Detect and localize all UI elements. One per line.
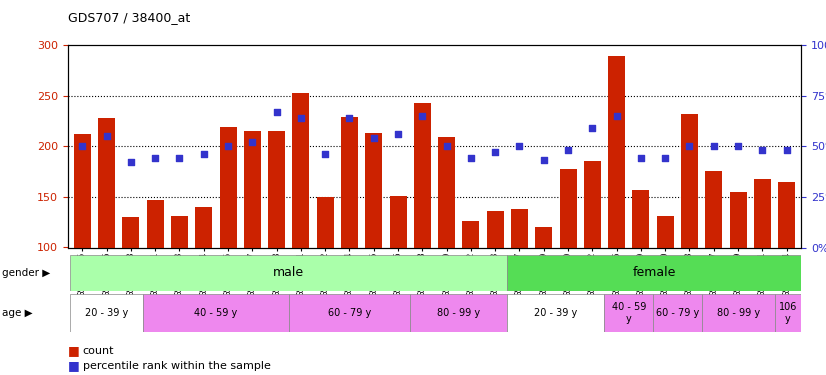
Point [319,152,332,157]
Bar [633,190,649,349]
Text: count: count [83,346,114,355]
Point [245,139,259,145]
Text: 106
y: 106 y [779,302,797,324]
Bar [778,182,795,349]
Text: GDS707 / 38400_at: GDS707 / 38400_at [68,11,190,24]
Point [464,155,477,161]
Text: 40 - 59 y: 40 - 59 y [194,308,238,318]
Point [124,159,137,165]
Bar [143,294,289,332]
Point [100,133,113,139]
Text: 80 - 99 y: 80 - 99 y [437,308,481,318]
Bar [220,127,236,349]
Bar [171,216,188,349]
Bar [70,255,507,291]
Bar [390,196,406,349]
Bar [559,168,577,349]
Bar [244,131,261,349]
Text: 40 - 59
y: 40 - 59 y [611,302,646,324]
Text: 60 - 79 y: 60 - 79 y [656,308,699,318]
Bar [292,93,310,349]
Text: 60 - 79 y: 60 - 79 y [328,308,371,318]
Point [197,152,211,157]
Point [610,113,624,119]
Bar [507,255,801,291]
Bar [754,178,771,349]
Bar [341,117,358,349]
Point [489,149,502,155]
Bar [507,294,605,332]
Bar [535,227,553,349]
Bar [705,171,722,349]
Bar [463,221,479,349]
Bar [729,192,747,349]
Bar [653,294,701,332]
Point [270,109,283,115]
Point [562,147,575,153]
Bar [657,216,674,349]
Bar [681,114,698,349]
Point [513,143,526,149]
Bar [411,294,507,332]
Text: female: female [633,266,676,279]
Point [586,125,599,131]
Point [367,135,380,141]
Point [440,143,453,149]
Point [683,143,696,149]
Text: 20 - 39 y: 20 - 39 y [534,308,577,318]
Point [415,113,429,119]
Text: ■: ■ [68,344,79,357]
Point [294,115,307,121]
Bar [195,207,212,349]
Point [707,143,720,149]
Bar [74,134,91,349]
Bar [584,161,601,349]
Point [221,143,235,149]
Bar [316,197,334,349]
Point [658,155,672,161]
Bar [701,294,775,332]
Bar [775,294,801,332]
Bar [414,103,431,349]
Bar [511,209,528,349]
Text: age ▶: age ▶ [2,308,32,318]
Bar [365,133,382,349]
Point [634,155,648,161]
Text: male: male [273,266,304,279]
Point [149,155,162,161]
Text: percentile rank within the sample: percentile rank within the sample [83,361,270,370]
Point [76,143,89,149]
Text: 20 - 39 y: 20 - 39 y [85,308,128,318]
Point [780,147,793,153]
Point [173,155,186,161]
Bar [122,217,140,349]
Text: gender ▶: gender ▶ [2,268,50,278]
Bar [605,294,653,332]
Bar [289,294,411,332]
Text: ■: ■ [68,359,79,372]
Text: 80 - 99 y: 80 - 99 y [716,308,760,318]
Bar [487,211,504,349]
Point [732,143,745,149]
Bar [98,118,115,349]
Bar [608,56,625,349]
Point [537,158,550,164]
Point [343,115,356,121]
Bar [438,137,455,349]
Bar [147,200,164,349]
Point [392,131,405,137]
Point [756,147,769,153]
Bar [70,294,143,332]
Bar [268,131,285,349]
